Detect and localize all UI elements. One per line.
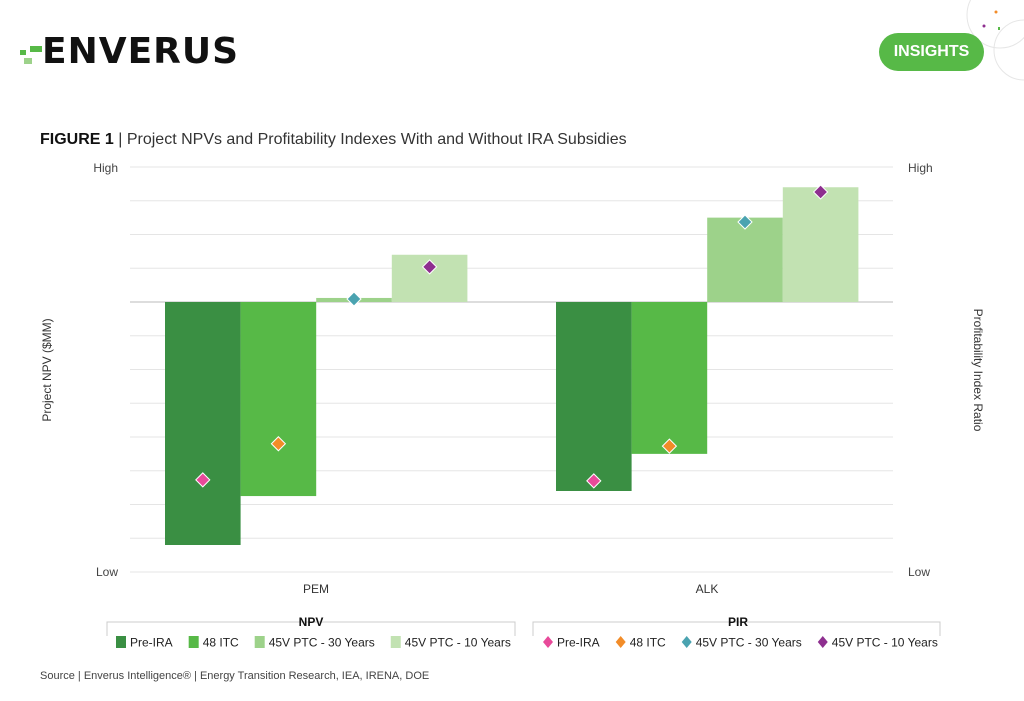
figure-label: FIGURE 1 (40, 131, 114, 148)
point-pir-pem-1 (270, 436, 287, 452)
bar-npv-alk-1 (631, 302, 708, 454)
legend-item-label: 48 ITC (203, 636, 239, 650)
insights-badge[interactable]: INSIGHTS (879, 33, 984, 71)
point-pir-pem-0 (195, 472, 211, 488)
legend-npv-title: NPV (299, 615, 324, 629)
legend-item-label: 45V PTC - 10 Years (405, 636, 511, 650)
point-pir-alk-1 (661, 438, 678, 454)
x-tick-alk: ALK (696, 582, 719, 596)
legend-pir-bracket (532, 621, 941, 636)
legend-swatch (188, 636, 199, 648)
y2-axis-label: Profitability Index Ratio (971, 309, 985, 432)
legend-item-label: 45V PTC - 10 Years (832, 636, 938, 650)
point-pir-alk-2 (737, 214, 753, 230)
figure-title: FIGURE 1 | Project NPVs and Profitabilit… (40, 131, 627, 149)
y-tick-low-left: Low (96, 565, 118, 579)
point-pir-pem-3 (421, 259, 438, 275)
logo-mark-icon (20, 46, 42, 64)
legend-diamond-icon (681, 636, 692, 648)
legend-swatch (116, 636, 126, 648)
legend-swatch (254, 636, 265, 648)
y-tick-low-right: Low (908, 565, 930, 579)
point-pir-pem-2 (346, 291, 362, 307)
bar-npv-pem-1 (240, 302, 317, 497)
y-axis-label: Project NPV ($MM) (40, 318, 54, 421)
separator: | (113, 131, 127, 148)
bar-npv-alk-3 (782, 187, 859, 302)
enverus-logo: ENVERUS (20, 34, 239, 70)
legend-diamond-icon (543, 636, 553, 648)
legend-item-label: Pre-IRA (130, 636, 173, 650)
legend-item-label: 45V PTC - 30 Years (269, 636, 375, 650)
legend-diamond-icon (615, 636, 626, 648)
point-pir-alk-3 (812, 184, 829, 200)
legend-item-label: 48 ITC (630, 636, 666, 650)
bar-npv-alk-2 (707, 217, 783, 302)
legend-pir-title: PIR (728, 615, 748, 629)
logo-text: ENVERUS (42, 31, 240, 72)
legend-npv-bracket (106, 621, 516, 636)
legend-swatch (390, 636, 401, 648)
y-tick-high-right: High (908, 161, 933, 175)
bar-npv-pem-0 (165, 302, 241, 545)
x-tick-pem: PEM (303, 582, 329, 596)
legend-item-label: 45V PTC - 30 Years (696, 636, 802, 650)
point-pir-alk-0 (586, 473, 602, 489)
legend-diamond-icon (817, 636, 828, 648)
figure-title-text: Project NPVs and Profitability Indexes W… (126, 131, 627, 148)
decorative-circles (966, 0, 1024, 81)
source-note: Source | Enverus Intelligence® | Energy … (40, 670, 430, 682)
y-tick-high-left: High (93, 161, 118, 175)
chart: High Low High Low Project NPV ($MM) Prof… (40, 161, 985, 650)
legend-item-label: Pre-IRA (557, 636, 600, 650)
bar-npv-alk-0 (556, 302, 632, 491)
